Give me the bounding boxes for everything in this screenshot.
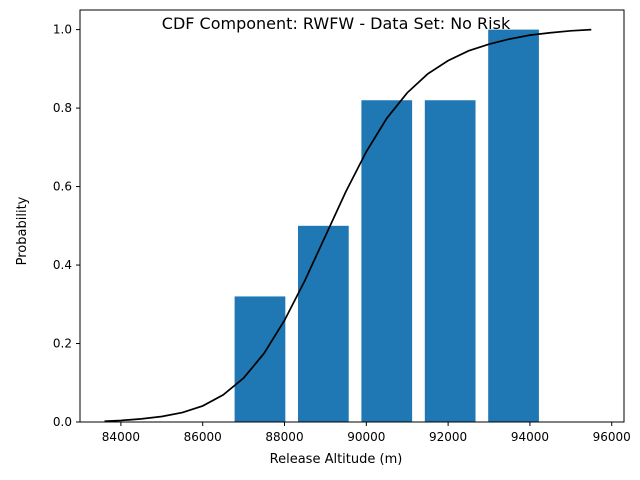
cdf-curve <box>104 28 592 423</box>
y-tick-label: 0.4 <box>53 258 72 272</box>
bar-2 <box>298 225 349 422</box>
y-axis-label: Probability <box>15 196 30 265</box>
y-tick-label: 0.6 <box>53 180 72 194</box>
plot-frame <box>79 9 625 423</box>
y-tick-label: 0.2 <box>53 337 72 351</box>
x-tick-label: 86000 <box>184 430 222 444</box>
y-tick-label: 0.0 <box>53 415 72 429</box>
x-axis-ticks: 84000 86000 88000 90000 92000 94000 96000 <box>102 422 631 444</box>
bar-5 <box>488 29 539 423</box>
x-tick-label: 84000 <box>102 430 140 444</box>
chart-title: CDF Component: RWFW - Data Set: No Risk <box>162 14 511 33</box>
bar-4 <box>424 100 476 422</box>
x-tick-label: 96000 <box>593 430 631 444</box>
x-axis-label: Release Altitude (m) <box>270 452 403 467</box>
bar-3 <box>361 100 413 422</box>
x-tick-label: 94000 <box>511 430 549 444</box>
y-tick-label: 0.8 <box>53 101 72 115</box>
x-tick-label: 88000 <box>265 430 303 444</box>
x-tick-label: 90000 <box>347 430 385 444</box>
x-tick-label: 92000 <box>429 430 467 444</box>
y-axis-ticks: 0.0 0.2 0.4 0.6 0.8 1.0 <box>53 23 80 429</box>
y-tick-label: 1.0 <box>53 23 72 37</box>
bars-layer <box>234 29 539 423</box>
